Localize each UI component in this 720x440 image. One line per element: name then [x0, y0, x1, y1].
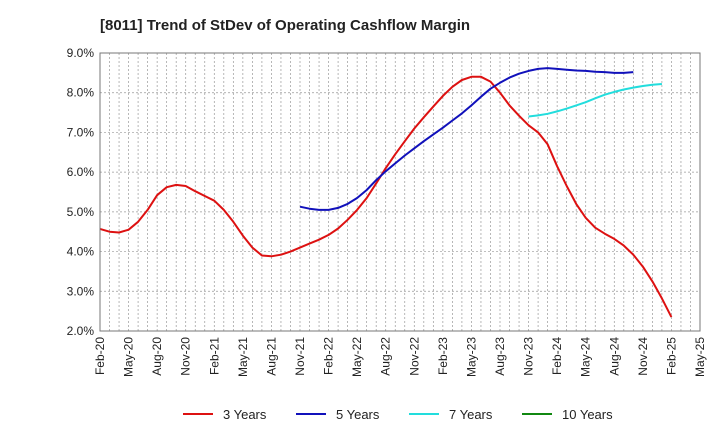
- plot-border: [99, 52, 701, 332]
- legend-label: 7 Years: [449, 407, 493, 422]
- x-tick-label: Feb-20: [93, 337, 107, 375]
- y-tick-label: 4.0%: [67, 245, 95, 259]
- y-tick-label: 6.0%: [67, 165, 95, 179]
- x-tick-label: Feb-24: [550, 337, 564, 375]
- x-tick-label: Nov-24: [636, 337, 650, 376]
- y-tick-label: 7.0%: [67, 125, 95, 139]
- y-tick-label: 9.0%: [67, 46, 95, 60]
- x-tick-label: May-24: [579, 337, 593, 377]
- x-tick-label: Aug-23: [493, 337, 507, 376]
- x-tick-label: Nov-22: [407, 337, 421, 376]
- y-tick-label: 3.0%: [67, 284, 95, 298]
- y-axis: 2.0% 3.0% 4.0% 5.0% 6.0% 7.0% 8.0% 9.0%: [67, 46, 95, 338]
- series-lines: [99, 67, 673, 318]
- x-tick-label: Aug-22: [379, 337, 393, 376]
- x-tick-label: Aug-21: [264, 337, 278, 376]
- x-tick-label: Nov-20: [179, 337, 193, 376]
- x-tick-label: May-20: [122, 337, 136, 377]
- series-line-7-years: [528, 83, 662, 118]
- x-tick-label: Aug-20: [150, 337, 164, 376]
- x-tick-label: Feb-22: [322, 337, 336, 375]
- y-tick-label: 5.0%: [67, 205, 95, 219]
- x-tick-label: May-21: [236, 337, 250, 377]
- x-tick-label: May-22: [350, 337, 364, 377]
- grid: [100, 53, 700, 331]
- legend-label: 10 Years: [562, 407, 613, 422]
- x-axis: Feb-20 May-20 Aug-20 Nov-20 Feb-21 May-21 Aug-…: [93, 337, 707, 377]
- series-line-5-years: [299, 67, 634, 211]
- legend: 3 Years 5 Years 7 Years 10 Years: [183, 407, 613, 422]
- series-line-3-years: [99, 75, 673, 318]
- x-tick-label: Nov-21: [293, 337, 307, 376]
- legend-label: 5 Years: [336, 407, 380, 422]
- x-tick-label: May-23: [464, 337, 478, 377]
- y-tick-label: 2.0%: [67, 324, 95, 338]
- x-tick-label: Feb-23: [436, 337, 450, 375]
- legend-label: 3 Years: [223, 407, 267, 422]
- x-tick-label: Nov-23: [522, 337, 536, 376]
- x-tick-label: Feb-21: [207, 337, 221, 375]
- x-tick-label: May-25: [693, 337, 707, 377]
- x-tick-label: Feb-25: [664, 337, 678, 375]
- y-tick-label: 8.0%: [67, 86, 95, 100]
- chart-title: [8011] Trend of StDev of Operating Cashf…: [100, 17, 470, 34]
- x-tick-label: Aug-24: [607, 337, 621, 376]
